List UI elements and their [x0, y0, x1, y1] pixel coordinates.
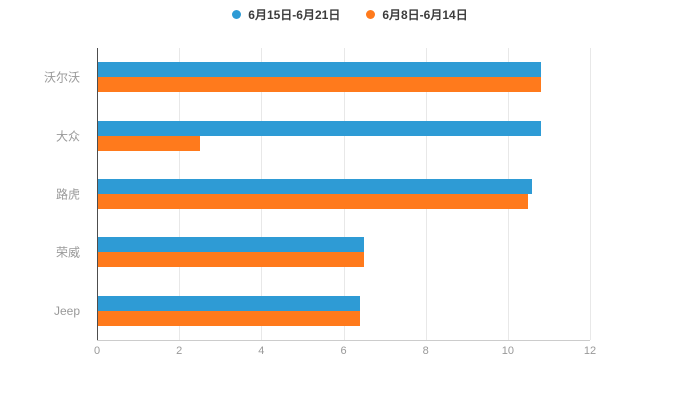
x-tick-label: 0	[93, 345, 101, 357]
x-tick-label: 6	[340, 345, 347, 357]
bar-series1	[97, 237, 365, 253]
x-axis: 0 2 4 6 8 10 12	[93, 341, 596, 361]
y-axis-labels: 沃尔沃大众路虎荣威 Jeep	[0, 48, 90, 340]
y-axis-label: 荣威	[55, 245, 80, 260]
x-tick-label: 4	[258, 345, 265, 357]
bar-series2	[97, 135, 200, 151]
legend: 6月15日-6月21日 6月8日-6月14日	[0, 6, 700, 23]
x-tick-label: 2	[176, 345, 183, 357]
bar-series1	[97, 295, 360, 311]
y-axis-label: Jeep	[53, 303, 80, 318]
legend-marker-icon	[366, 10, 376, 19]
gridline	[590, 48, 591, 340]
y-axis-label: 路虎	[55, 187, 80, 202]
bar-series2	[97, 252, 365, 268]
bar-series1	[97, 179, 533, 194]
x-tick-label: 10	[501, 345, 514, 357]
bar-series2	[97, 310, 360, 326]
plot-area	[97, 48, 591, 341]
bar-series1	[97, 62, 541, 78]
x-tick-label: 8	[422, 345, 429, 357]
legend-item-series1[interactable]: 6月15日-6月21日	[232, 6, 340, 23]
bar-series2	[97, 194, 529, 209]
legend-label: 6月15日-6月21日	[248, 8, 341, 22]
y-axis-line	[97, 48, 98, 340]
bar-series1	[97, 120, 541, 136]
x-tick-label: 12	[583, 345, 597, 357]
y-axis-label: 沃尔沃	[43, 70, 80, 85]
legend-marker-icon	[232, 10, 242, 19]
bar-series2	[97, 77, 541, 93]
legend-item-series2[interactable]: 6月8日-6月14日	[366, 6, 468, 23]
y-axis-label: 大众	[55, 129, 80, 144]
legend-label: 6月8日-6月14日	[382, 8, 468, 22]
